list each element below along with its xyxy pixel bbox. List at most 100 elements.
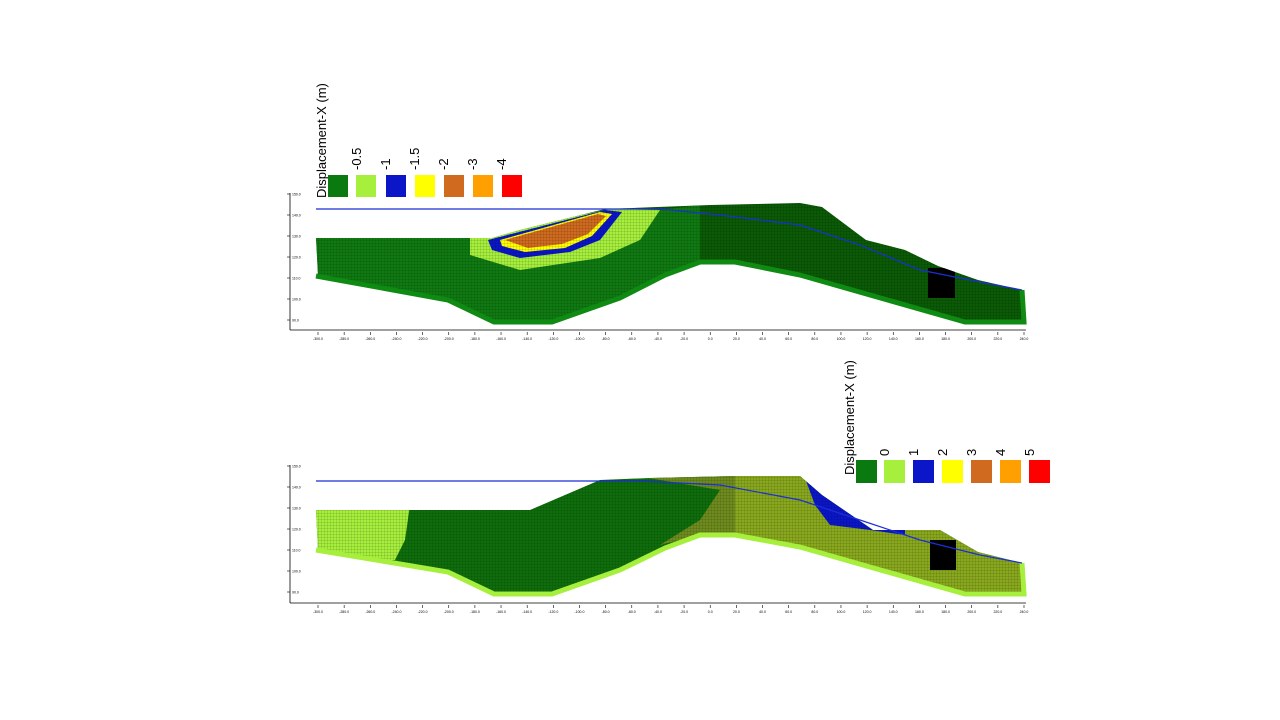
x-tick-label: -160.0: [496, 610, 506, 614]
top-legend-label: -1.5: [407, 148, 422, 170]
bottom-water-line: [316, 480, 1023, 564]
bottom-legend: Displacement-X (m) 0 1 2 3 4 5: [842, 360, 1050, 483]
bottom-legend-label: 2: [935, 449, 950, 456]
y-tick-label: 110.0: [292, 277, 301, 281]
top-legend-swatch: [502, 175, 522, 197]
x-tick-label: -140.0: [522, 610, 532, 614]
bottom-legend-swatch: [971, 460, 992, 483]
x-tick-label: 20.0: [733, 337, 740, 341]
x-tick-label: 100.0: [837, 337, 846, 341]
x-tick-label: -40.0: [654, 610, 662, 614]
x-tick-label: 240.0: [1020, 337, 1029, 341]
x-tick-label: 60.0: [785, 610, 792, 614]
x-tick-label: -120.0: [548, 610, 558, 614]
x-tick-label: -60.0: [628, 610, 636, 614]
bottom-x-ticks: -300.0 -280.0 -260.0 -240.0 -220.0 -200.0 -180…: [313, 605, 1028, 614]
x-tick-label: 100.0: [837, 610, 846, 614]
x-tick-label: 40.0: [759, 337, 766, 341]
x-tick-label: -260.0: [365, 337, 375, 341]
bottom-legend-label: 5: [1022, 449, 1037, 456]
x-tick-label: 140.0: [889, 610, 898, 614]
top-legend-swatch: [444, 175, 464, 197]
x-tick-label: 180.0: [941, 337, 950, 341]
x-tick-label: -100.0: [575, 337, 585, 341]
top-x-ticks: -300.0 -280.0 -260.0 -240.0 -220.0 -200.0 -180…: [313, 332, 1028, 341]
top-legend-title: Displacement-X (m): [314, 83, 329, 198]
x-tick-label: 140.0: [889, 337, 898, 341]
x-tick-label: -80.0: [602, 610, 610, 614]
x-tick-label: -20.0: [680, 610, 688, 614]
top-slope-outline: [315, 259, 1027, 325]
y-tick-label: 120.0: [292, 528, 301, 532]
y-tick-label: 100.0: [292, 570, 301, 574]
top-legend-label: -2: [436, 158, 451, 170]
x-tick-label: 40.0: [759, 610, 766, 614]
x-tick-label: -260.0: [365, 610, 375, 614]
top-legend-swatch: [473, 175, 493, 197]
x-tick-label: 220.0: [993, 610, 1002, 614]
x-tick-label: 0.0: [708, 610, 713, 614]
x-tick-label: -80.0: [602, 337, 610, 341]
y-tick-label: 100.0: [292, 298, 301, 302]
x-tick-label: -300.0: [313, 337, 323, 341]
x-tick-label: 0.0: [708, 337, 713, 341]
top-legend: Displacement-X (m) -0.5 -1 -1.5 -2 -3 -4: [314, 83, 522, 198]
top-slope-mesh: [316, 203, 1024, 322]
bottom-legend-swatch: [1000, 460, 1021, 483]
x-tick-label: -40.0: [654, 337, 662, 341]
top-panel: 150.0 140.0 130.0 120.0 110.0 100.0 90.0 -300.…: [287, 83, 1028, 341]
bottom-legend-title: Displacement-X (m): [842, 360, 857, 475]
y-tick-label: 130.0: [292, 507, 301, 511]
top-legend-label: -4: [494, 158, 509, 170]
top-legend-swatch: [386, 175, 406, 197]
bottom-legend-swatch: [913, 460, 934, 483]
top-legend-label: -0.5: [349, 148, 364, 170]
x-tick-label: 160.0: [915, 610, 924, 614]
bottom-legend-label: 1: [906, 449, 921, 456]
x-tick-label: -280.0: [339, 610, 349, 614]
y-tick-label: 90.0: [292, 319, 299, 323]
x-tick-label: -180.0: [470, 337, 480, 341]
bottom-slope-outline: [315, 532, 1027, 597]
y-tick-label: 140.0: [292, 486, 301, 490]
bottom-legend-swatch: [1029, 460, 1050, 483]
x-tick-label: 80.0: [811, 337, 818, 341]
y-tick-label: 120.0: [292, 256, 301, 260]
y-tick-label: 110.0: [292, 549, 301, 553]
x-tick-label: 60.0: [785, 337, 792, 341]
x-tick-label: -140.0: [522, 337, 532, 341]
x-tick-label: 180.0: [941, 610, 950, 614]
x-tick-label: 200.0: [967, 610, 976, 614]
bottom-y-ticks: 150.0 140.0 130.0 120.0 110.0 100.0 90.0: [287, 465, 301, 595]
x-tick-label: -100.0: [575, 610, 585, 614]
x-tick-label: 220.0: [993, 337, 1002, 341]
x-tick-label: 120.0: [863, 337, 872, 341]
y-tick-label: 150.0: [292, 193, 301, 197]
x-tick-label: -240.0: [391, 337, 401, 341]
y-tick-label: 130.0: [292, 235, 301, 239]
x-tick-label: -160.0: [496, 337, 506, 341]
x-tick-label: 120.0: [863, 610, 872, 614]
x-tick-label: -200.0: [444, 337, 454, 341]
x-tick-label: -240.0: [391, 610, 401, 614]
top-legend-swatch: [328, 175, 348, 197]
x-tick-label: 200.0: [967, 337, 976, 341]
top-legend-swatch: [415, 175, 435, 197]
top-y-ticks: 150.0 140.0 130.0 120.0 110.0 100.0 90.0: [287, 193, 301, 323]
x-tick-label: -120.0: [548, 337, 558, 341]
top-legend-label: -3: [465, 158, 480, 170]
y-tick-label: 140.0: [292, 214, 301, 218]
top-mesh-grid: [316, 203, 1024, 322]
bottom-legend-swatch: [942, 460, 963, 483]
bottom-legend-swatch: [856, 460, 877, 483]
x-tick-label: -220.0: [418, 337, 428, 341]
bottom-legend-label: 3: [964, 449, 979, 456]
x-tick-label: 80.0: [811, 610, 818, 614]
x-tick-label: -180.0: [470, 610, 480, 614]
bottom-legend-swatch: [884, 460, 905, 483]
x-tick-label: -280.0: [339, 337, 349, 341]
x-tick-label: -220.0: [418, 610, 428, 614]
x-tick-label: 160.0: [915, 337, 924, 341]
